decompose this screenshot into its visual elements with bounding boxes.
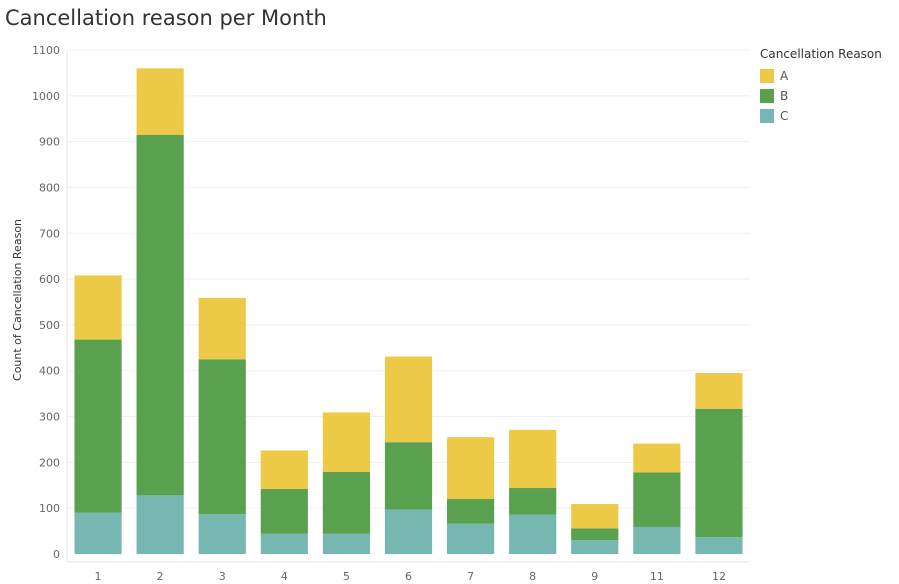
bar-B-3 [198,359,246,515]
bar-B-9 [571,528,619,541]
x-tick-label: 3 [219,570,226,583]
y-tick-label: 0 [53,548,60,561]
bar-B-2 [136,134,184,496]
x-tick-label: 8 [529,570,536,583]
bar-B-4 [260,488,308,534]
x-tick-label: 9 [591,570,598,583]
bar-B-1 [74,339,122,513]
bar-B-5 [322,471,371,534]
bar-B-11 [633,472,681,527]
bar-B-12 [695,408,743,538]
bar-B-8 [509,488,557,515]
bar-B-6 [384,442,433,510]
y-tick-label: 1100 [32,44,60,57]
legend-swatch [760,89,774,103]
bar-C-12 [695,537,743,554]
bars-layer [74,68,743,554]
y-tick-label: 1000 [32,90,60,103]
y-tick-label: 600 [39,273,60,286]
legend-swatch [760,109,774,123]
bar-A-8 [509,429,557,489]
bar-C-6 [384,509,433,554]
y-tick-label: 900 [39,136,60,149]
y-tick-label: 100 [39,502,60,515]
bar-A-9 [571,504,619,529]
legend-label: A [780,69,789,83]
x-tick-label: 6 [405,570,412,583]
y-tick-label: 700 [39,227,60,240]
bar-A-6 [384,356,433,443]
x-tick-label: 11 [650,570,664,583]
bar-A-2 [136,68,184,135]
bar-C-5 [322,533,371,554]
bar-A-12 [695,373,743,409]
x-tick-labels: 1 2 3 4 5 6 7 8 9 11 12 [95,570,726,583]
legend-label: C [780,109,789,123]
legend-item-A[interactable]: A [760,66,882,86]
bar-C-4 [260,533,308,554]
legend-item-B[interactable]: B [760,86,882,106]
legend-swatch [760,69,774,83]
bar-C-2 [136,495,184,554]
y-tick-label: 400 [39,365,60,378]
x-tick-label: 1 [95,570,102,583]
x-tick-label: 2 [157,570,164,583]
x-tick-label: 4 [281,570,288,583]
legend-title: Cancellation Reason [760,47,882,61]
y-tick-label: 800 [39,181,60,194]
bar-B-7 [446,499,495,524]
legend-item-C[interactable]: C [760,106,882,126]
bar-A-7 [446,437,495,500]
bar-C-11 [633,526,681,554]
y-axis-label: Count of Cancellation Reason [11,219,24,381]
y-tick-labels: 0 100 200 300 400 500 600 700 800 900 1000 1100 [32,44,60,561]
bar-A-1 [74,275,122,340]
bar-C-7 [446,523,495,554]
x-tick-label: 12 [712,570,726,583]
bar-A-11 [633,443,681,473]
bar-A-4 [260,450,308,489]
bar-C-3 [198,514,246,554]
y-tick-label: 200 [39,456,60,469]
x-tick-label: 7 [467,570,474,583]
y-tick-label: 500 [39,319,60,332]
legend-label: B [780,89,789,103]
bar-C-8 [509,514,557,554]
x-tick-label: 5 [343,570,350,583]
y-tick-label: 300 [39,411,60,424]
bar-A-5 [322,412,371,472]
bar-A-3 [198,297,246,360]
bar-C-9 [571,540,619,554]
chart-title: Cancellation reason per Month [5,6,327,30]
bar-C-1 [74,512,122,554]
